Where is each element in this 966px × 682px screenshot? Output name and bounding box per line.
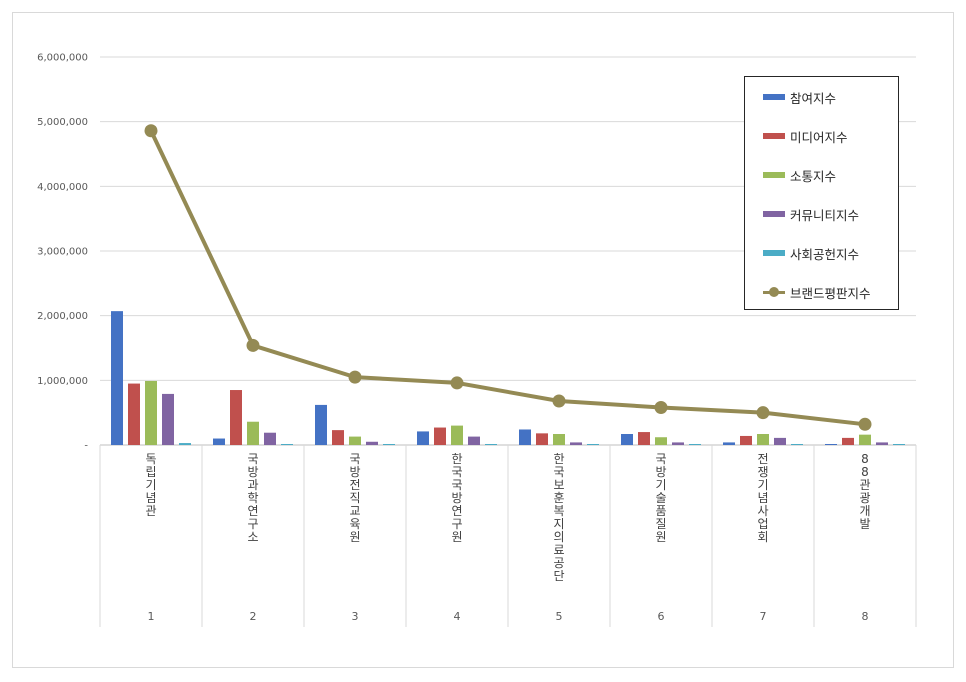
legend-label: 소통지수 xyxy=(790,168,837,184)
legend-swatch xyxy=(763,250,785,256)
bar-참여지수 xyxy=(213,438,225,445)
legend-item: 커뮤니티지수 xyxy=(763,205,859,223)
point-브랜드평판지수 xyxy=(552,394,566,408)
legend-item: 미디어지수 xyxy=(763,127,848,145)
bar-미디어지수 xyxy=(434,427,446,445)
line-브랜드평판지수 xyxy=(149,129,866,427)
bar-커뮤니티지수 xyxy=(774,437,786,445)
category-number: 3 xyxy=(352,610,359,623)
legend-swatch xyxy=(763,133,785,139)
bar-참여지수 xyxy=(621,434,633,445)
category-labels: 독 립 기 념 관 국 방 과 학 연 구 소 국 방 전 직 교 육 원 한 국 국 방 연 구 원 한 국 보 훈 복 지 의 료 공 단 국 방 기 술… xyxy=(145,452,870,623)
bar-참여지수 xyxy=(723,442,735,445)
legend-label: 브랜드평판지수 xyxy=(790,285,871,301)
legend-swatch xyxy=(763,172,785,178)
y-tick-label: 5,000,000 xyxy=(37,117,88,128)
legend-item: 참여지수 xyxy=(763,88,836,106)
bar-커뮤니티지수 xyxy=(264,432,276,445)
point-브랜드평판지수 xyxy=(450,376,464,390)
point-브랜드평판지수 xyxy=(858,417,872,431)
category-number: 4 xyxy=(454,610,461,623)
y-tick-label: 2,000,000 xyxy=(37,311,88,322)
point-브랜드평판지수 xyxy=(654,400,668,414)
legend-label: 사회공헌지수 xyxy=(790,246,860,262)
bar-소통지수 xyxy=(655,437,667,445)
bar-참여지수 xyxy=(111,311,123,445)
category-number: 8 xyxy=(862,610,869,623)
bar-커뮤니티지수 xyxy=(570,442,582,445)
bars xyxy=(111,311,905,445)
bar-커뮤니티지수 xyxy=(468,436,480,445)
bar-소통지수 xyxy=(451,425,463,445)
gridlines xyxy=(100,56,916,381)
legend-item: 브랜드평판지수 xyxy=(763,283,871,301)
category-number: 5 xyxy=(556,610,563,623)
legend-label: 참여지수 xyxy=(790,90,837,106)
bar-사회공헌지수 xyxy=(485,444,497,445)
bar-커뮤니티지수 xyxy=(162,393,174,445)
bar-커뮤니티지수 xyxy=(876,442,888,445)
bar-참여지수 xyxy=(825,444,837,445)
category-number: 1 xyxy=(148,610,155,623)
bar-소통지수 xyxy=(859,434,871,445)
y-tick-label: - xyxy=(84,441,88,452)
y-tick-label: 4,000,000 xyxy=(37,182,88,193)
legend-marker xyxy=(769,287,779,297)
category-number: 7 xyxy=(760,610,767,623)
bar-소통지수 xyxy=(247,421,259,445)
y-tick-label: 3,000,000 xyxy=(37,247,88,258)
bar-미디어지수 xyxy=(638,432,650,445)
bar-사회공헌지수 xyxy=(791,444,803,445)
bar-참여지수 xyxy=(315,404,327,445)
bar-미디어지수 xyxy=(230,390,242,445)
bar-참여지수 xyxy=(519,429,531,445)
y-tick-label: 1,000,000 xyxy=(37,376,88,387)
bar-커뮤니티지수 xyxy=(366,441,378,445)
point-브랜드평판지수 xyxy=(144,124,158,138)
y-tick-label: 6,000,000 xyxy=(37,53,88,64)
bar-사회공헌지수 xyxy=(587,444,599,445)
bar-커뮤니티지수 xyxy=(672,442,684,445)
bar-소통지수 xyxy=(349,436,361,445)
bar-소통지수 xyxy=(553,434,565,445)
legend-label: 커뮤니티지수 xyxy=(790,207,860,223)
legend-item: 사회공헌지수 xyxy=(763,244,859,262)
bar-사회공헌지수 xyxy=(383,444,395,445)
bar-미디어지수 xyxy=(842,437,854,445)
point-브랜드평판지수 xyxy=(756,406,770,420)
bar-소통지수 xyxy=(145,380,157,445)
bar-사회공헌지수 xyxy=(179,443,191,445)
category-number: 2 xyxy=(250,610,257,623)
point-브랜드평판지수 xyxy=(246,338,260,352)
legend-swatch xyxy=(763,287,785,297)
bar-참여지수 xyxy=(417,431,429,445)
brand-line xyxy=(144,124,872,431)
bar-사회공헌지수 xyxy=(893,444,905,445)
bar-미디어지수 xyxy=(740,435,752,445)
bar-미디어지수 xyxy=(536,433,548,445)
bar-사회공헌지수 xyxy=(281,444,293,445)
point-브랜드평판지수 xyxy=(348,370,362,384)
bar-미디어지수 xyxy=(332,430,344,445)
legend-swatch xyxy=(763,94,785,100)
category-number: 6 xyxy=(658,610,665,623)
legend-swatch xyxy=(763,211,785,217)
legend-label: 미디어지수 xyxy=(790,129,848,145)
bar-미디어지수 xyxy=(128,383,140,445)
bar-소통지수 xyxy=(757,434,769,445)
legend-item: 소통지수 xyxy=(763,166,836,184)
bar-사회공헌지수 xyxy=(689,444,701,445)
